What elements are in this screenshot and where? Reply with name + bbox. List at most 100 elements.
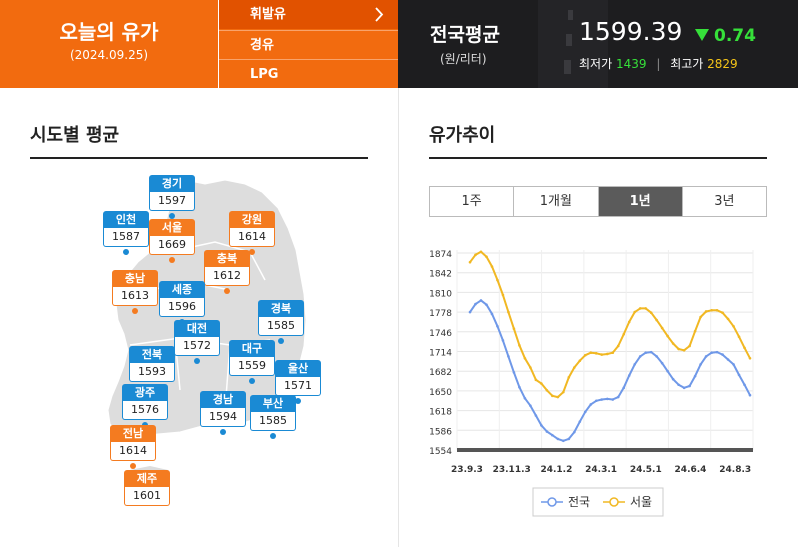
- region-tag-jeonbuk[interactable]: 전북 1593: [129, 346, 175, 390]
- x-tick-label: 23.11.3: [493, 465, 531, 475]
- data-point: [479, 250, 483, 254]
- data-point: [704, 355, 708, 358]
- trend-section-title: 유가추이: [429, 125, 496, 146]
- data-point: [616, 344, 620, 348]
- data-point: [507, 355, 510, 358]
- national-average-value: 1599.39: [579, 17, 683, 46]
- fuel-menu-lpg[interactable]: LPG: [219, 59, 398, 88]
- data-point: [556, 437, 560, 441]
- x-tick-label: 23.9.3: [451, 465, 483, 475]
- region-tag-chungbuk[interactable]: 충북 1612: [204, 250, 250, 294]
- section-underline: [30, 157, 368, 159]
- data-point: [682, 348, 686, 352]
- region-name: 강원: [229, 211, 275, 228]
- data-point: [485, 303, 488, 307]
- region-tag-sejong[interactable]: 세종 1596: [159, 281, 205, 325]
- max-price-value: 2829: [707, 57, 738, 71]
- tab-3-years[interactable]: 3년: [714, 194, 735, 209]
- data-point: [737, 335, 741, 339]
- legend-label: 전국: [568, 495, 590, 509]
- data-point: [578, 420, 582, 423]
- region-price: 1612: [204, 267, 250, 286]
- data-point: [699, 315, 702, 319]
- section-underline: [429, 157, 767, 159]
- region-price: 1596: [159, 298, 205, 317]
- data-point: [649, 350, 653, 354]
- data-point: [567, 376, 571, 379]
- region-name: 대전: [174, 320, 220, 337]
- data-point: [671, 377, 675, 381]
- region-price: 1593: [129, 363, 175, 382]
- legend-swatch-marker: [547, 497, 557, 507]
- region-price: 1587: [103, 228, 149, 247]
- data-point: [583, 353, 587, 357]
- region-tag-busan[interactable]: 부산 1585: [250, 395, 296, 439]
- data-point: [551, 433, 554, 437]
- data-point: [693, 374, 697, 378]
- data-point: [748, 393, 752, 397]
- region-tag-chungnam[interactable]: 충남 1613: [112, 270, 158, 314]
- region-tag-daegu[interactable]: 대구 1559: [229, 340, 275, 384]
- y-tick-label: 1554: [429, 447, 452, 457]
- today-title: 오늘의 유가: [59, 20, 159, 44]
- data-point: [699, 363, 702, 366]
- min-price-label: 최저가: [579, 57, 613, 71]
- data-point: [589, 403, 593, 406]
- korea-region-map: 경기 1597 인천 1587 서울 1669 강원 1614 충북 1612 …: [0, 170, 398, 547]
- data-point: [512, 371, 516, 374]
- data-point: [677, 347, 680, 351]
- region-tag-jeonnam[interactable]: 전남 1614: [110, 425, 156, 469]
- fuel-menu-diesel[interactable]: 경유: [219, 30, 398, 59]
- data-point: [611, 398, 615, 401]
- data-point: [545, 430, 549, 433]
- data-point: [666, 334, 669, 338]
- region-marker: [278, 338, 284, 344]
- chevron-right-icon: [374, 0, 384, 38]
- region-tag-gwangju[interactable]: 광주 1576: [122, 384, 168, 428]
- region-tag-daejeon[interactable]: 대전 1572: [174, 320, 220, 364]
- data-point: [616, 395, 620, 399]
- region-name: 제주: [124, 470, 170, 487]
- y-tick-label: 1810: [429, 289, 452, 299]
- tab-1-week[interactable]: 1주: [430, 187, 515, 216]
- region-name: 경북: [258, 300, 304, 317]
- region-marker: [169, 257, 175, 263]
- data-point: [507, 310, 510, 314]
- data-point: [605, 352, 609, 356]
- region-tag-seoul[interactable]: 서울 1669: [149, 219, 195, 263]
- data-point: [545, 388, 549, 392]
- fuel-menu-gasoline[interactable]: 휘발유: [219, 0, 398, 29]
- y-tick-label: 1682: [429, 368, 452, 378]
- region-price: 1571: [275, 377, 321, 396]
- data-point: [496, 278, 499, 282]
- region-name: 서울: [149, 219, 195, 236]
- data-point: [573, 430, 576, 434]
- data-point: [474, 302, 477, 306]
- data-point: [622, 332, 626, 336]
- y-tick-label: 1778: [429, 309, 452, 319]
- today-price-panel: 오늘의 유가 (2024.09.25): [0, 0, 218, 88]
- region-name: 광주: [122, 384, 168, 401]
- tab-1-year[interactable]: 1년: [598, 187, 683, 216]
- data-point: [644, 351, 647, 355]
- data-point: [715, 350, 719, 354]
- y-tick-label: 1650: [429, 388, 452, 398]
- region-tag-gyeongbuk[interactable]: 경북 1585: [258, 300, 304, 344]
- data-point: [589, 351, 593, 355]
- region-tag-incheon[interactable]: 인천 1587: [103, 211, 149, 255]
- region-tag-gyeongnam[interactable]: 경남 1594: [200, 391, 246, 435]
- tab-1-month[interactable]: 1개월: [514, 187, 599, 216]
- region-name: 울산: [275, 360, 321, 377]
- data-point: [638, 307, 642, 310]
- region-tag-ulsan[interactable]: 울산 1571: [275, 360, 321, 404]
- region-price: 1669: [149, 236, 195, 255]
- fuel-menu-label: LPG: [250, 67, 279, 82]
- x-tick-label: 24.1.2: [540, 465, 572, 475]
- region-tag-jeju[interactable]: 제주 1601: [124, 470, 170, 506]
- region-tag-gyeonggi[interactable]: 경기 1597: [149, 175, 195, 219]
- region-tag-gangwon[interactable]: 강원 1614: [229, 211, 275, 255]
- region-marker: [224, 288, 230, 294]
- region-price: 1614: [229, 228, 275, 247]
- data-point: [721, 311, 724, 315]
- y-tick-label: 1746: [429, 329, 452, 339]
